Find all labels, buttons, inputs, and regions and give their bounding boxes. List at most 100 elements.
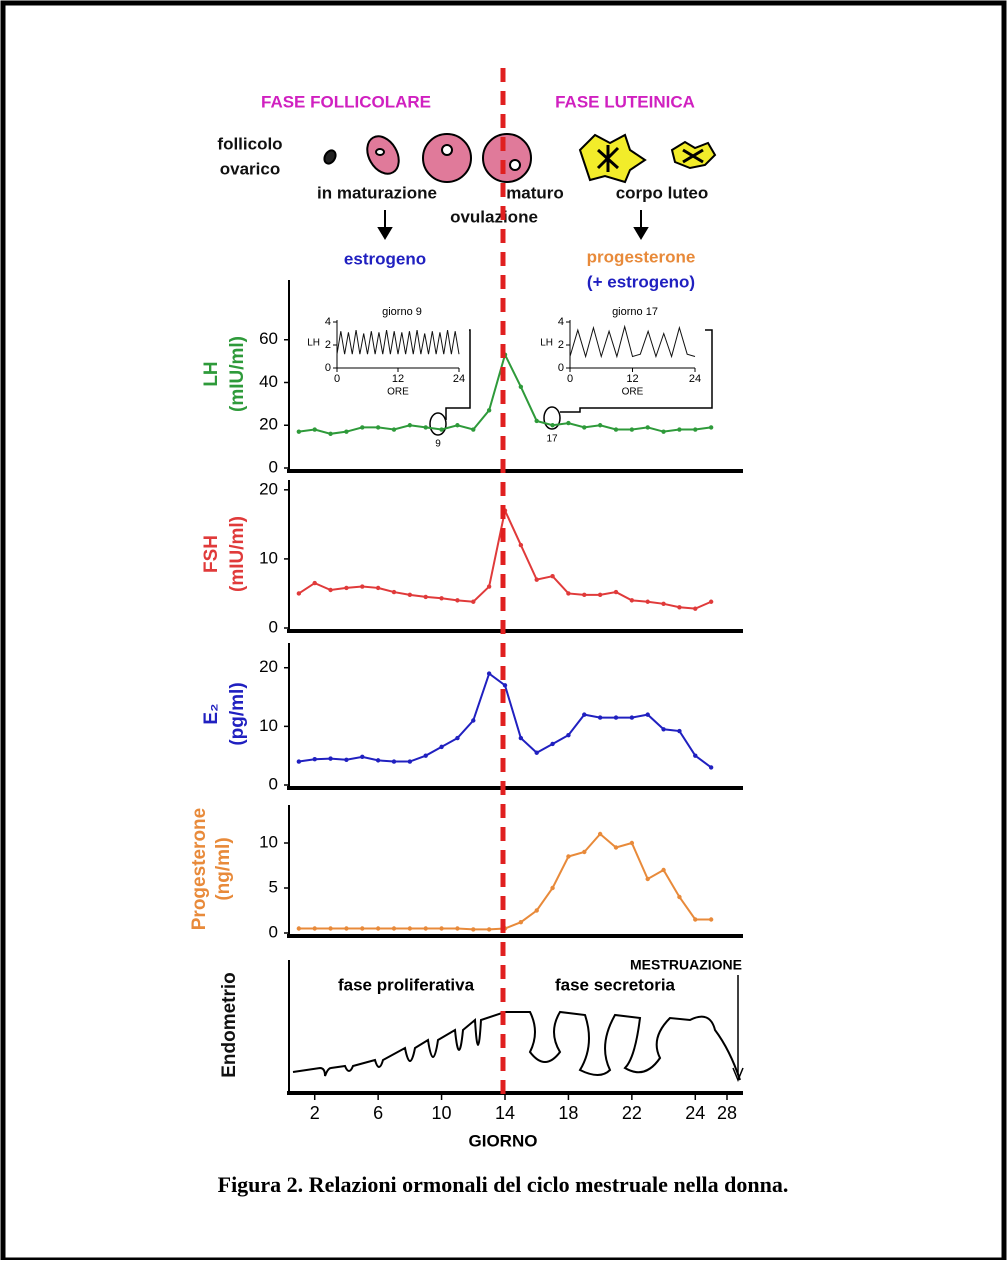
y-axis-label: E₂: [201, 703, 222, 724]
data-point: [360, 754, 365, 760]
data-point: [486, 927, 492, 932]
data-point: [613, 845, 619, 850]
data-point: [693, 427, 698, 432]
estrogen-label: estrogeno: [344, 249, 426, 268]
data-point: [296, 759, 302, 764]
corpus-luteum-label: corpo luteo: [616, 183, 709, 202]
y-tick-label: 20: [259, 415, 278, 434]
data-point: [296, 429, 302, 434]
data-line: [336, 329, 460, 355]
y-tick-label: 10: [259, 832, 278, 851]
y-tick-label: 0: [558, 362, 564, 374]
data-point: [708, 765, 714, 770]
y-tick-label: 0: [269, 922, 278, 941]
plus-estrogen-label: (+ estrogeno): [587, 272, 695, 291]
y-tick-label: 0: [269, 774, 278, 793]
data-point: [328, 926, 333, 931]
data-point: [471, 927, 476, 932]
data-point: [661, 429, 666, 434]
data-point: [486, 671, 492, 676]
data-point: [566, 591, 571, 596]
data-point: [661, 601, 666, 607]
mature-label: maturo: [506, 183, 564, 202]
y-tick-label: 4: [558, 316, 564, 328]
data-point: [693, 917, 698, 922]
data-point: [312, 427, 317, 432]
data-point: [645, 599, 650, 604]
x-tick-label: 14: [495, 1103, 515, 1123]
data-point: [391, 427, 397, 432]
data-point: [391, 926, 397, 931]
y-axis-label: Progesterone: [189, 808, 210, 930]
data-point: [375, 758, 381, 763]
y-tick-label: 0: [269, 457, 278, 476]
data-point: [455, 423, 460, 428]
data-point: [344, 429, 349, 434]
day-marker-label: 17: [546, 434, 558, 445]
data-point: [296, 926, 302, 931]
data-point: [344, 585, 349, 591]
y-axis-label: FSH: [201, 535, 222, 573]
data-point: [661, 727, 666, 732]
annotation: fase secretoria: [555, 975, 676, 994]
data-point: [360, 584, 365, 589]
data-point: [597, 592, 603, 598]
x-tick-label: 0: [567, 373, 573, 385]
data-point: [582, 592, 587, 598]
data-point: [344, 926, 349, 931]
data-point: [312, 580, 317, 586]
y-tick-label: 10: [259, 548, 278, 567]
data-point: [375, 425, 381, 430]
data-line: [569, 324, 696, 359]
x-tick-label: 24: [685, 1103, 705, 1123]
x-tick-label: 22: [622, 1103, 642, 1123]
data-point: [471, 599, 476, 604]
data-point: [613, 715, 619, 720]
data-point: [534, 908, 539, 913]
data-point: [518, 920, 524, 925]
data-point: [407, 926, 413, 931]
x-tick-label: 2: [310, 1103, 320, 1123]
progesterone-label: progesterone: [587, 247, 696, 266]
data-point: [455, 735, 460, 741]
x-axis-label: ORE: [622, 387, 644, 398]
data-point: [360, 926, 365, 931]
data-point: [582, 425, 587, 430]
data-point: [375, 926, 381, 931]
data-point: [407, 592, 413, 598]
data-point: [439, 926, 444, 931]
data-point: [661, 867, 666, 873]
data-point: [582, 712, 587, 717]
y-tick-label: 40: [259, 372, 278, 391]
data-point: [502, 683, 508, 688]
data-point: [597, 423, 603, 428]
follicle-label: follicolo: [217, 134, 282, 153]
data-point: [645, 712, 650, 717]
data-point: [439, 596, 444, 601]
x-tick-label: 12: [392, 373, 404, 385]
data-point: [677, 605, 682, 610]
data-point: [550, 885, 555, 891]
data-point: [518, 542, 524, 548]
y-tick-label: 4: [325, 316, 331, 328]
data-point: [471, 718, 476, 723]
y-tick-label: 2: [558, 339, 564, 351]
data-point: [597, 831, 603, 837]
y-axis-label: (mIU/ml): [227, 516, 248, 592]
data-point: [534, 577, 539, 582]
y-axis-label: (ng/ml): [213, 837, 234, 900]
data-point: [693, 606, 698, 611]
data-point: [328, 587, 333, 593]
data-point: [344, 757, 349, 762]
follicle-icons: [323, 133, 717, 184]
data-point: [550, 423, 555, 428]
data-point: [328, 756, 333, 761]
data-point: [423, 425, 428, 430]
day-marker-label: 9: [435, 439, 441, 450]
data-point: [391, 759, 397, 764]
data-point: [550, 573, 555, 579]
y-axis-label: Endometrio: [219, 972, 240, 1078]
data-point: [550, 741, 555, 747]
x-tick-label: 6: [373, 1103, 383, 1123]
